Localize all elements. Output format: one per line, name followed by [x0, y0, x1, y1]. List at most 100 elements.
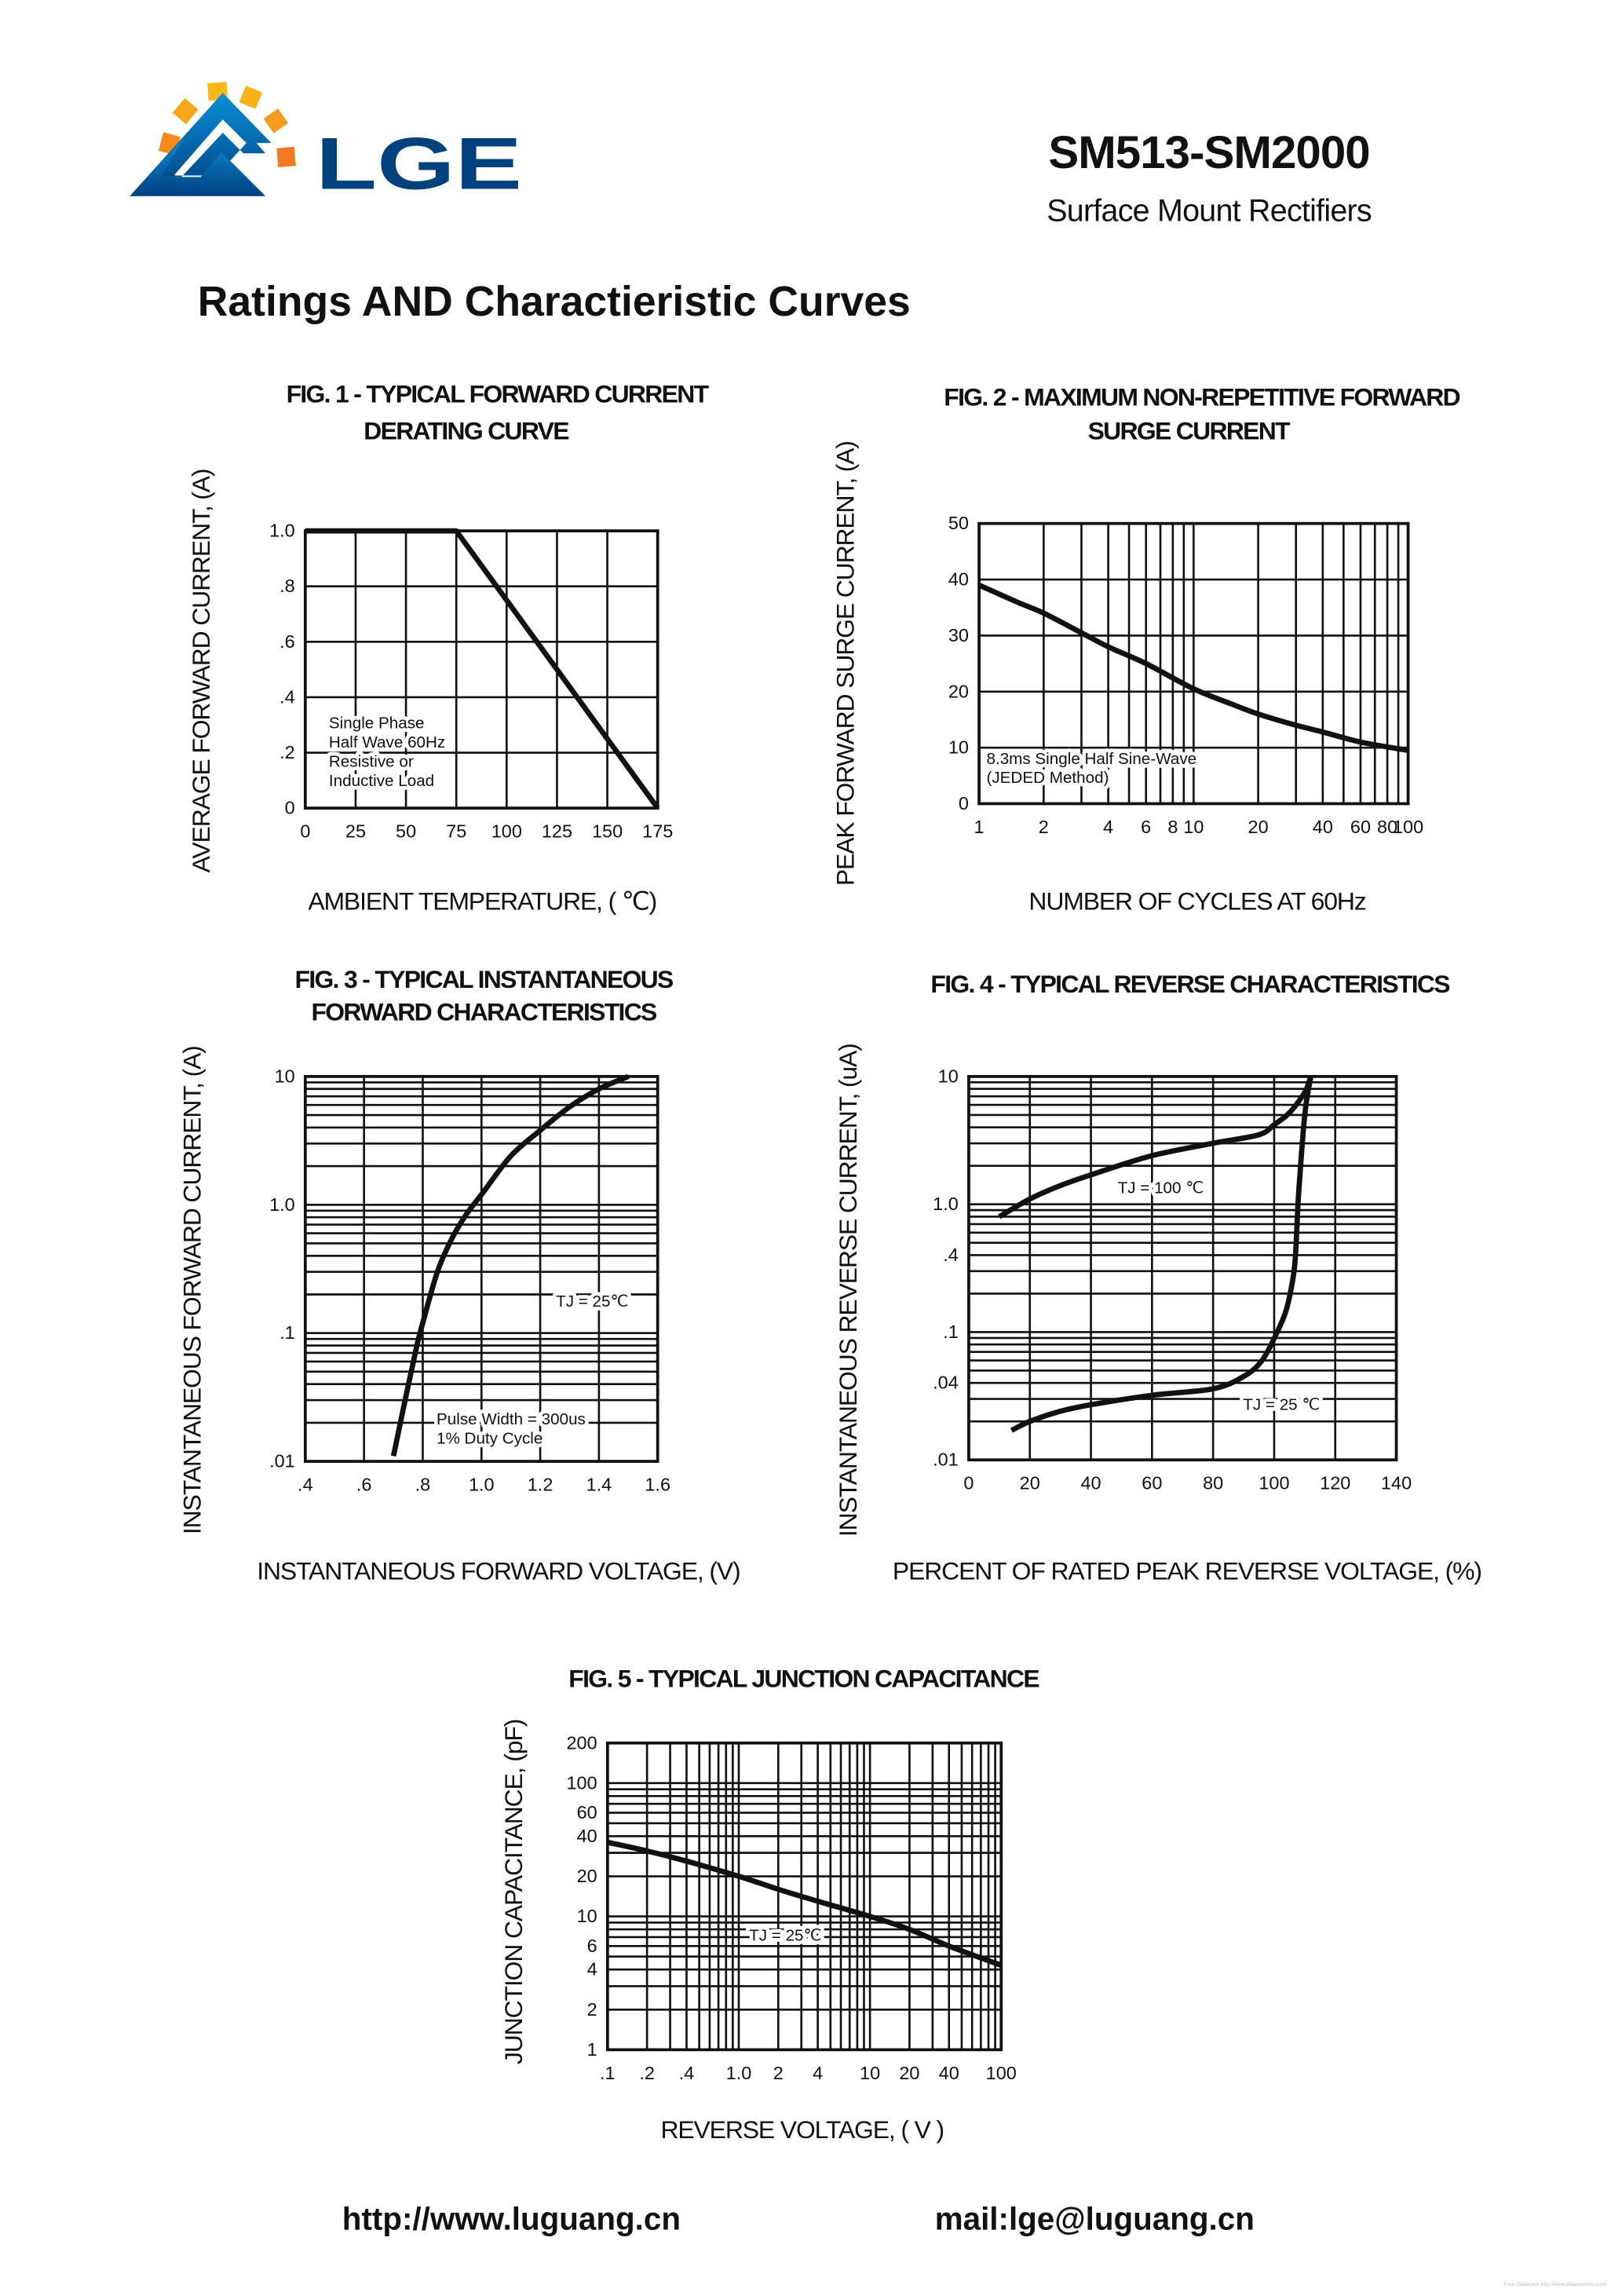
plot-frame: [967, 1075, 1398, 1462]
x-axis-label: NUMBER OF CYCLES AT 60Hz: [1028, 887, 1365, 916]
y-tick-label: .01: [269, 1451, 295, 1472]
series-label: TJ = 25 ℃: [1243, 1395, 1320, 1413]
y-tick-label: .4: [279, 686, 295, 707]
x-tick-label: 100: [1259, 1473, 1289, 1493]
footer-website-link[interactable]: http://www.luguang.cn: [342, 2200, 681, 2236]
x-tick-label: 20: [899, 2063, 919, 2083]
x-tick-label: 120: [1320, 1473, 1350, 1493]
figure-title: FIG. 4 - TYPICAL REVERSE CHARACTERISTICS: [930, 970, 1450, 998]
charts: FIG. 1 - TYPICAL FORWARD CURRENT DERATING…: [178, 380, 1482, 2144]
figure-title: FIG. 3 - TYPICAL INSTANTANEOUS: [295, 965, 674, 993]
x-tick-label: 40: [939, 2063, 959, 2083]
x-tick-label: 0: [300, 821, 310, 842]
x-tick-label: 150: [592, 821, 623, 842]
chart-annotation: Resistive or: [329, 753, 414, 771]
x-axis-label: REVERSE VOLTAGE, ( V ): [660, 2115, 944, 2144]
x-tick-label: 75: [446, 821, 466, 842]
part-number: SM513-SM2000: [1048, 127, 1369, 178]
y-tick-label: 1.0: [269, 521, 295, 541]
x-tick-label: 100: [986, 2063, 1017, 2083]
y-tick-label: 1.0: [933, 1194, 959, 1214]
y-tick-label: 30: [948, 625, 969, 645]
x-tick-label: .1: [600, 2063, 616, 2083]
x-tick-label: 80: [1203, 1473, 1223, 1493]
plot-grid: [304, 1075, 659, 1463]
figure-3: FIG. 3 - TYPICAL INSTANTANEOUS FORWARD CH…: [178, 965, 741, 1585]
x-axis-label: INSTANTANEOUS FORWARD VOLTAGE, (V): [257, 1556, 740, 1585]
x-tick-label: .4: [679, 2063, 695, 2083]
y-tick-label: 20: [577, 1866, 597, 1886]
x-tick-label: 1.2: [528, 1475, 553, 1495]
figure-4: FIG. 4 - TYPICAL REVERSE CHARACTERISTICS…: [834, 970, 1482, 1585]
footer-email-link[interactable]: mail:lge@luguang.cn: [935, 2200, 1255, 2236]
x-axis-label: PERCENT OF RATED PEAK REVERSE VOLTAGE, (…: [893, 1556, 1481, 1585]
figure-title: FIG. 2 - MAXIMUM NON-REPETITIVE FORWARD: [944, 382, 1459, 411]
x-tick-label: 8: [1167, 817, 1178, 837]
series-curve: [1010, 1076, 1313, 1433]
x-tick-label: 50: [396, 821, 416, 842]
footer-watermark: Free Datasheet http://www.datasheet4u.co…: [1504, 2282, 1607, 2287]
figure-title: FIG. 5 - TYPICAL JUNCTION CAPACITANCE: [568, 1664, 1039, 1692]
logo-text: LGE: [316, 122, 522, 204]
y-tick-label: 40: [577, 1826, 597, 1846]
plot-frame: [605, 1741, 1003, 2052]
x-tick-label: 10: [860, 2063, 880, 2083]
y-tick-label: 1.0: [269, 1194, 295, 1215]
figure-1: FIG. 1 - TYPICAL FORWARD CURRENT DERATING…: [187, 380, 711, 916]
y-axis-label: INSTANTANEOUS REVERSE CURRENT, (uA): [834, 1044, 862, 1537]
x-tick-label: 40: [1080, 1473, 1101, 1493]
series-label: TJ = 25℃: [556, 1292, 629, 1311]
y-tick-label: 0: [285, 798, 295, 818]
figure-title: DERATING CURVE: [363, 417, 569, 445]
x-tick-label: 20: [1020, 1473, 1040, 1493]
y-axis-label: PEAK FORWARD SURGE CURRENT, (A): [831, 441, 859, 886]
chart-annotation: (JEDED Method): [986, 769, 1109, 787]
x-axis-label: AMBIENT TEMPERATURE, ( ℃): [308, 887, 656, 916]
y-tick-label: 2: [587, 1999, 597, 2020]
part-subtitle: Surface Mount Rectifiers: [1047, 194, 1372, 229]
chart-annotation: 8.3ms Single Half Sine-Wave: [986, 750, 1196, 768]
y-tick-label: 1: [587, 2039, 597, 2060]
figure-2: FIG. 2 - MAXIMUM NON-REPETITIVE FORWARD S…: [831, 382, 1461, 916]
x-tick-label: 4: [1103, 817, 1113, 837]
y-tick-label: .6: [279, 631, 295, 652]
plot-frame: [303, 1075, 659, 1463]
y-tick-label: 10: [948, 737, 969, 758]
figure-5: FIG. 5 - TYPICAL JUNCTION CAPACITANCE .1.…: [499, 1664, 1041, 2144]
y-tick-label: .2: [279, 742, 295, 762]
x-tick-label: 4: [813, 2063, 823, 2083]
x-tick-label: 100: [491, 821, 522, 842]
y-axis-label: AVERAGE FORWARD CURRENT, (A): [187, 470, 215, 873]
x-tick-label: .6: [356, 1475, 372, 1495]
y-tick-label: 10: [275, 1066, 295, 1086]
chart-annotation: Inductive Load: [329, 772, 434, 790]
x-tick-label: 0: [963, 1473, 974, 1493]
series-curve: [390, 1073, 630, 1457]
x-tick-label: 2: [773, 2063, 784, 2083]
x-tick-label: .2: [639, 2063, 655, 2083]
series-label: TJ = 25℃: [749, 1926, 822, 1944]
x-tick-label: 25: [345, 821, 366, 842]
plot-grid: [606, 1742, 1003, 2051]
x-tick-label: 175: [642, 821, 673, 842]
x-tick-label: 60: [1142, 1473, 1162, 1493]
y-axis-label: INSTANTANEOUS FORWARD CURRENT, (A): [178, 1046, 206, 1534]
chart-annotation: Pulse Width = 300us: [437, 1410, 586, 1428]
y-tick-label: 100: [567, 1772, 597, 1793]
series-label: TJ = 100 ℃: [1118, 1179, 1204, 1197]
y-axis-label: JUNCTION CAPACITANCE, (pF): [499, 1720, 528, 2064]
x-tick-label: 80: [1377, 817, 1397, 837]
series-curve: [607, 1839, 1003, 1968]
x-tick-label: 1.4: [586, 1475, 612, 1495]
x-tick-label: 6: [1141, 817, 1151, 837]
series-curve: [305, 528, 660, 810]
lge-logo: LGE: [130, 82, 522, 204]
x-tick-label: 1.0: [469, 1475, 495, 1495]
plot-grid: [967, 1075, 1397, 1461]
x-tick-label: 20: [1248, 817, 1269, 837]
x-tick-label: 10: [1183, 817, 1204, 837]
y-tick-label: 200: [567, 1732, 597, 1753]
plot-frame: [303, 529, 659, 810]
y-tick-label: 60: [577, 1802, 597, 1823]
